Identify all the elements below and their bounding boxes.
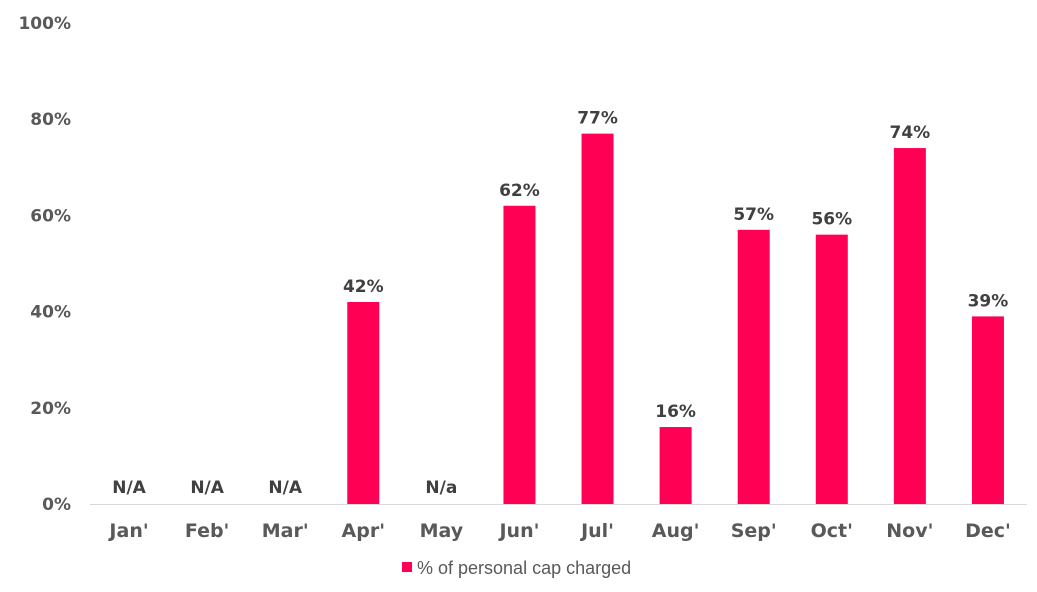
bar xyxy=(815,234,848,504)
data-label: 57% xyxy=(733,205,774,225)
bar xyxy=(659,427,692,504)
legend-swatch xyxy=(402,562,412,572)
data-label: 56% xyxy=(811,210,852,230)
x-tick-label: May xyxy=(420,520,464,542)
legend-label: % of personal cap charged xyxy=(417,558,631,578)
x-tick-label: Feb' xyxy=(185,520,230,542)
bars xyxy=(347,133,1004,504)
bar xyxy=(971,316,1004,504)
data-label: N/A xyxy=(268,478,302,498)
data-label: N/A xyxy=(112,478,146,498)
legend: % of personal cap charged xyxy=(402,558,631,578)
x-tick-label: Sep' xyxy=(731,520,777,542)
y-tick-label: 20% xyxy=(30,399,71,419)
data-label: 42% xyxy=(343,277,384,297)
x-tick-label: Apr' xyxy=(342,520,386,542)
data-label: N/a xyxy=(425,478,457,498)
data-label: 74% xyxy=(890,123,931,143)
data-label: N/A xyxy=(190,478,224,498)
y-axis-tick-labels: 0% 20% 40% 60% 80% 100% xyxy=(18,14,71,515)
data-labels: N/A N/A N/A 42% N/a 62% 77% 16% 57% 56% 74% 39% xyxy=(112,109,1008,498)
x-tick-label: Oct' xyxy=(811,520,853,542)
bar xyxy=(581,133,614,504)
x-tick-label: Mar' xyxy=(262,520,309,542)
y-tick-label: 40% xyxy=(30,303,71,323)
bar xyxy=(503,205,536,504)
x-tick-label: Aug' xyxy=(652,520,700,542)
y-tick-label: 60% xyxy=(30,206,71,226)
x-tick-label: Nov' xyxy=(886,520,933,542)
bar xyxy=(347,301,380,504)
data-label: 62% xyxy=(499,181,540,201)
y-tick-label: 80% xyxy=(30,110,71,130)
data-label: 39% xyxy=(968,291,1009,311)
bar xyxy=(737,229,770,504)
x-tick-label: Jun' xyxy=(497,520,539,542)
y-tick-label: 100% xyxy=(18,14,71,34)
x-axis-tick-labels: Jan' Feb' Mar' Apr' May Jun' Jul' Aug' Sep' Oct' N… xyxy=(107,520,1010,542)
x-tick-label: Dec' xyxy=(965,520,1011,542)
x-tick-label: Jul' xyxy=(579,520,614,542)
data-label: 16% xyxy=(655,402,696,422)
y-tick-label: 0% xyxy=(42,495,71,515)
data-label: 77% xyxy=(577,109,618,129)
bar xyxy=(893,148,926,504)
x-tick-label: Jan' xyxy=(107,520,148,542)
